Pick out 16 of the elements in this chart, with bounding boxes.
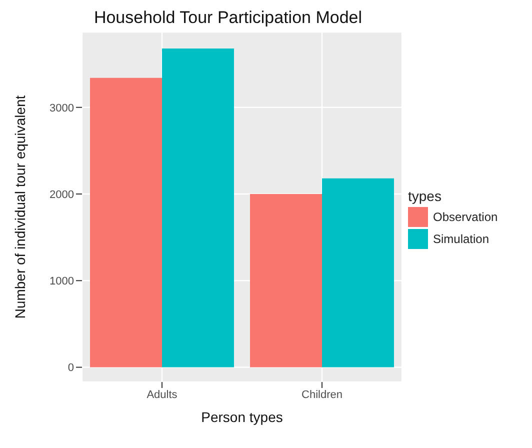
x-tick-label: Children bbox=[302, 388, 342, 401]
x-axis-title: Person types bbox=[201, 409, 283, 425]
y-tick-label: 0 bbox=[68, 362, 74, 374]
bar bbox=[250, 194, 322, 368]
chart-title: Household Tour Participation Model bbox=[92, 8, 364, 28]
bar bbox=[322, 178, 394, 368]
bar bbox=[90, 78, 162, 368]
legend-label: Observation bbox=[433, 210, 498, 224]
y-tick-label: 3000 bbox=[50, 102, 74, 114]
x-tick-label: Adults bbox=[146, 388, 178, 401]
bar bbox=[162, 48, 234, 368]
y-tick-label: 1000 bbox=[50, 276, 74, 288]
legend-label: Simulation bbox=[433, 232, 490, 246]
y-tick-label: 2000 bbox=[50, 188, 74, 201]
y-axis-title: Number of individual tour equivalent bbox=[12, 95, 28, 319]
legend-title: types bbox=[408, 188, 442, 204]
